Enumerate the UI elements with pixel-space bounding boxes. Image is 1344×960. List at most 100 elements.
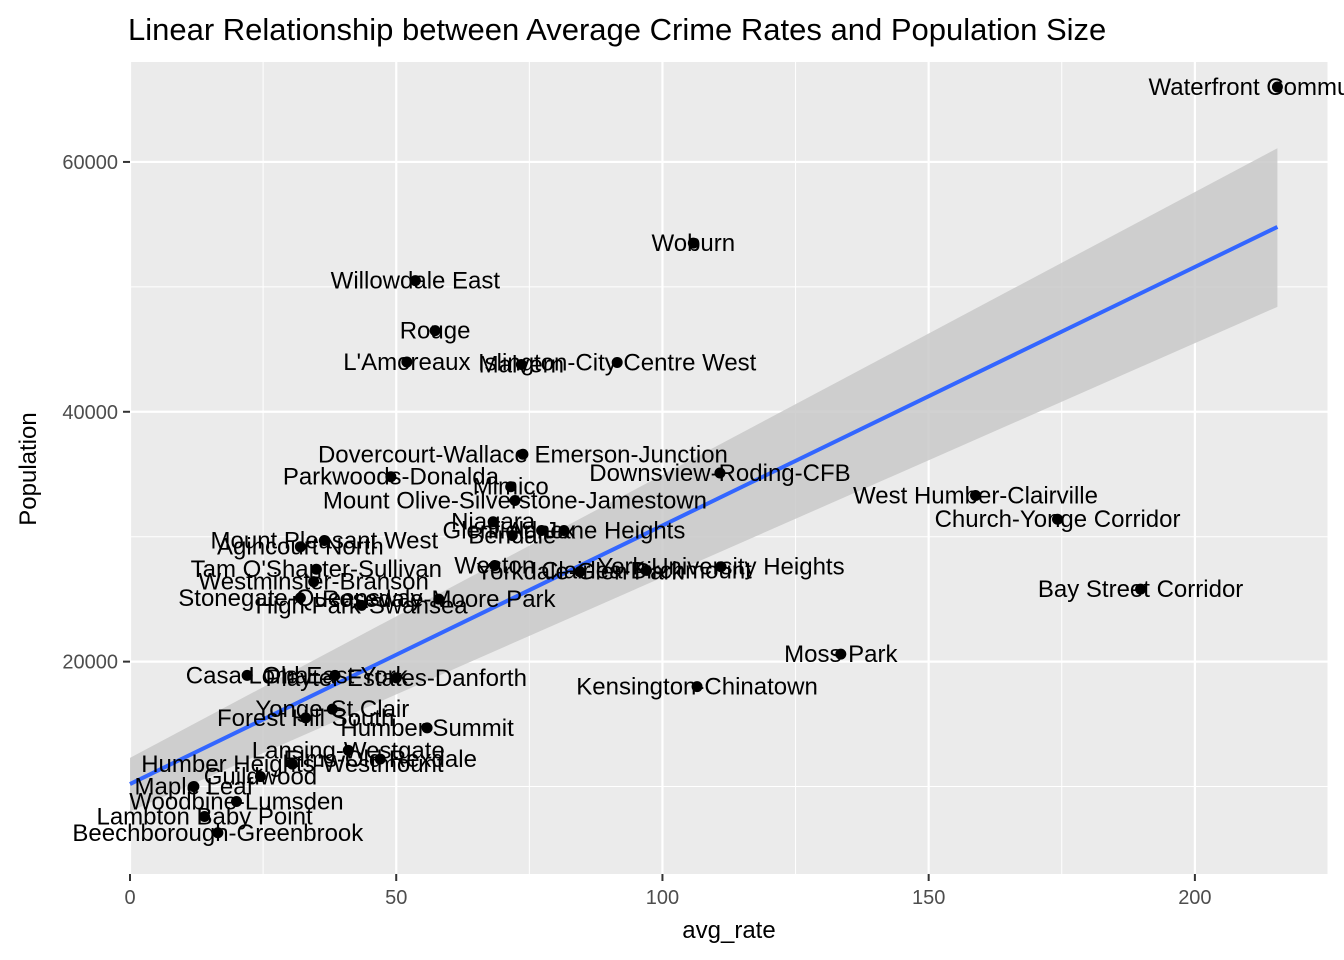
x-tick-label: 100	[646, 887, 679, 909]
point-label: Niagara	[451, 509, 536, 536]
point-label: Church-Yonge Corridor	[935, 506, 1181, 533]
point-label: Kensington-Chinatown	[576, 674, 818, 701]
point-label: Humber Summit	[340, 715, 514, 742]
data-point	[286, 758, 298, 770]
point-label: Elms-Old Rexdale	[284, 746, 477, 773]
chart-title: Linear Relationship between Average Crim…	[128, 12, 1106, 47]
point-label: High Park-Swansea	[256, 592, 469, 619]
point-label: Dovercourt-Wallace Emerson-Junction	[318, 441, 728, 468]
axes-layer: 0 50 100 150 200 20000 40000 60000	[62, 152, 1211, 909]
data-point	[401, 356, 413, 368]
point-label: Agincourt North	[217, 534, 384, 561]
data-point	[509, 494, 521, 506]
point-label: Playter Estates-Danforth	[265, 665, 526, 692]
data-point	[308, 576, 320, 588]
data-point	[374, 753, 386, 765]
point-label: Stonegate-Queensway	[178, 585, 422, 612]
data-point	[536, 524, 548, 536]
point-label: Moss Park	[784, 641, 898, 668]
point-label: Lansing-Westgate	[252, 737, 445, 764]
data-point	[230, 796, 242, 808]
data-point	[715, 561, 727, 573]
data-point	[970, 489, 982, 501]
data-point	[640, 564, 652, 576]
data-point	[329, 669, 341, 681]
data-point	[517, 448, 529, 460]
x-tick-label: 50	[385, 887, 407, 909]
data-point	[515, 358, 527, 370]
data-point	[356, 599, 368, 611]
data-point	[310, 563, 322, 575]
data-point	[390, 672, 402, 684]
data-point	[421, 722, 433, 734]
point-label: Westminster-Branson	[199, 569, 429, 596]
point-label: Clairlea-Birchmount	[541, 557, 752, 584]
data-point	[188, 781, 200, 793]
data-point	[611, 356, 623, 368]
point-label: Forest Hill South	[217, 705, 394, 732]
point-label: Lambton Baby Point	[96, 804, 312, 831]
point-label: Humber Heights-Westmount	[141, 751, 444, 778]
data-point	[326, 703, 338, 715]
grid-lines	[128, 62, 1329, 874]
data-point	[429, 325, 441, 337]
point-label: Casa Loma	[186, 662, 309, 689]
data-point	[385, 471, 397, 483]
point-label: Mimico	[473, 474, 549, 501]
point-label: York University Heights	[597, 554, 844, 581]
data-point	[300, 712, 312, 724]
point-label: Bay Street Corridor	[1038, 576, 1243, 603]
data-point	[835, 648, 847, 660]
point-labels-layer: Waterfront Communities Woburn Willowdale E…	[72, 74, 1344, 847]
data-point	[506, 529, 518, 541]
x-tick-label: 150	[912, 887, 945, 909]
regression-line	[129, 225, 1279, 786]
data-point	[294, 541, 306, 553]
x-tick-label: 200	[1178, 887, 1211, 909]
data-point	[691, 681, 703, 693]
point-label: Islington-City Centre West	[478, 349, 757, 376]
y-axis-title: Population	[15, 412, 42, 525]
data-point	[487, 516, 499, 528]
point-label: Mount Pleasant West	[211, 527, 439, 554]
point-label: Waterfront Communities	[1148, 74, 1344, 101]
point-label: Tam O'Shanter-Sullivan	[191, 556, 442, 583]
data-point	[1052, 513, 1064, 525]
y-tick-label: 40000	[62, 402, 118, 424]
data-point	[505, 481, 517, 493]
point-label: Annex	[508, 517, 576, 544]
point-label: Guildwood	[204, 764, 317, 791]
fit-line-layer	[129, 225, 1279, 786]
y-tick-label: 20000	[62, 652, 118, 674]
point-label: Downsview-Roding-CFB	[589, 460, 850, 487]
data-point	[199, 811, 211, 823]
data-point	[687, 237, 699, 249]
data-point	[294, 592, 306, 604]
points-layer	[188, 81, 1283, 839]
point-label: Woburn	[652, 230, 736, 257]
point-label: L'Amoreaux	[343, 349, 470, 376]
point-label: Mount Olive-Silverstone-Jamestown	[323, 487, 707, 514]
data-point	[342, 744, 354, 756]
point-label: Maple Leaf	[135, 774, 254, 801]
point-label: Yorkdale-Glen Park	[476, 559, 684, 586]
point-label: Yonge-St.Clair	[255, 696, 409, 723]
x-tick-label: 0	[124, 887, 135, 909]
data-point	[318, 534, 330, 546]
x-axis-title: avg_rate	[682, 917, 775, 944]
point-label: Beechborough-Greenbrook	[72, 820, 364, 847]
point-label: Rosedale-Moore Park	[322, 586, 556, 613]
point-label: Malvern	[479, 351, 564, 378]
data-point	[212, 827, 224, 839]
point-label: Rouge	[400, 318, 471, 345]
data-point	[254, 771, 266, 783]
data-point	[489, 559, 501, 571]
point-label: Parkwoods-Donalda	[283, 464, 500, 491]
point-label: Weston	[454, 552, 535, 579]
data-point	[558, 524, 570, 536]
data-point	[433, 593, 445, 605]
point-label: Old East York	[262, 662, 408, 689]
data-point	[574, 566, 586, 578]
point-label: Woodbine-Lumsden	[129, 789, 343, 816]
